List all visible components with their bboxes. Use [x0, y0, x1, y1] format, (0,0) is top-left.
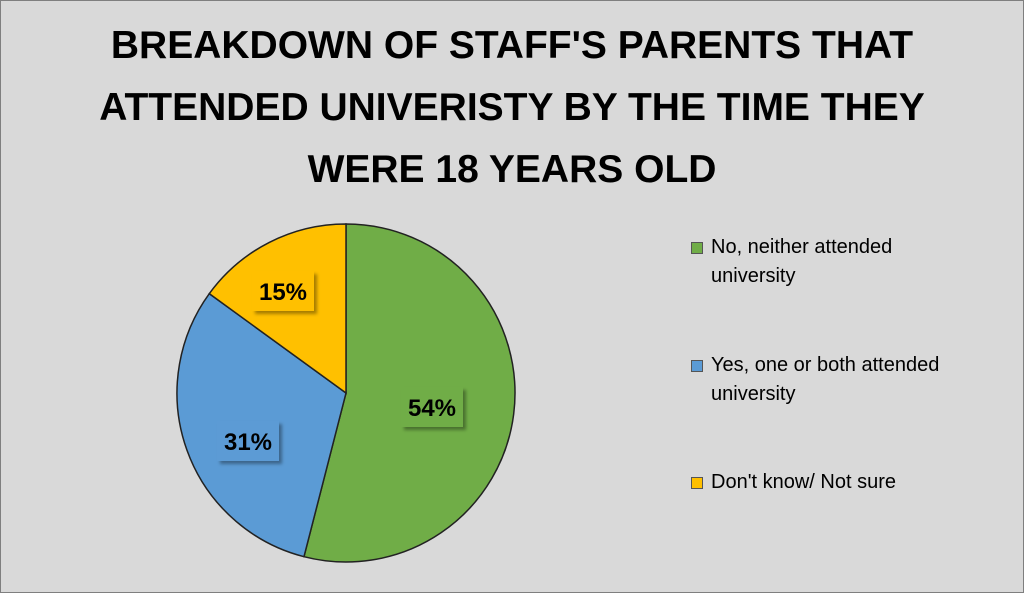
- legend-swatch-dont-know: [691, 477, 703, 489]
- data-label-text-dont-know: 15%: [259, 279, 307, 306]
- chart-title: BREAKDOWN OF STAFF'S PARENTS THAT ATTEND…: [1, 15, 1023, 201]
- legend-label-yes: Yes, one or both attended university: [711, 354, 940, 405]
- data-label-yes: 31%: [217, 421, 279, 461]
- legend-swatch-no: [691, 242, 703, 254]
- data-label-dont-know: 15%: [252, 271, 314, 311]
- legend-swatch-yes: [691, 360, 703, 372]
- chart-title-line-1: BREAKDOWN OF STAFF'S PARENTS THAT: [110, 24, 914, 67]
- data-label-text-no: 54%: [408, 395, 456, 422]
- data-label-no: 54%: [401, 387, 463, 427]
- chart-title-line-2: ATTENDED UNIVERISTY BY THE TIME THEY: [99, 86, 925, 129]
- chart-title-line-3: WERE 18 YEARS OLD: [307, 148, 717, 191]
- legend-label-no: No, neither attended university: [711, 236, 893, 287]
- legend-label-dont-know: Don't know/ Not sure: [711, 471, 897, 493]
- data-label-text-yes: 31%: [224, 429, 272, 456]
